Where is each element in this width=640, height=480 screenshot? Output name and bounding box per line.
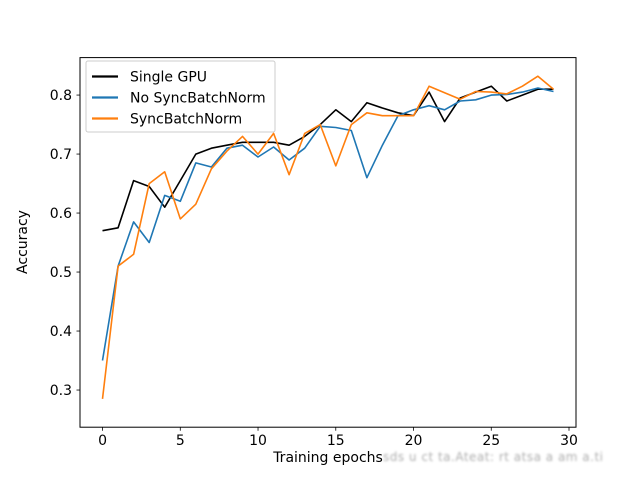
legend: Single GPU No SyncBatchNorm SyncBatchNorm bbox=[85, 60, 276, 133]
y-tick-label: 0.5 bbox=[50, 265, 72, 281]
x-tick-label: 25 bbox=[482, 433, 500, 449]
y-axis-ticks: 0.3 0.4 0.5 0.6 0.7 0.8 bbox=[50, 88, 80, 399]
x-tick-label: 5 bbox=[176, 433, 185, 449]
x-tick-label: 20 bbox=[405, 433, 423, 449]
x-tick-label: 0 bbox=[98, 433, 107, 449]
y-tick-label: 0.6 bbox=[50, 206, 72, 222]
series-line bbox=[101, 87, 554, 361]
x-axis-label: Training epochs bbox=[272, 450, 383, 466]
y-tick-label: 0.7 bbox=[50, 147, 72, 163]
legend-label: SyncBatchNorm bbox=[130, 112, 242, 128]
series-line bbox=[101, 75, 555, 399]
legend-label: No SyncBatchNorm bbox=[130, 91, 266, 107]
series-lines bbox=[101, 75, 555, 399]
y-tick-label: 0.8 bbox=[50, 88, 72, 104]
watermark-text: sds u ct ta.Ateat: rt atsa a am a.ti bbox=[383, 450, 604, 464]
x-axis-ticks: 0 5 10 15 20 25 30 bbox=[98, 427, 578, 449]
x-tick-label: 15 bbox=[327, 433, 345, 449]
x-tick-label: 30 bbox=[560, 433, 578, 449]
y-tick-label: 0.4 bbox=[50, 324, 72, 340]
y-axis-label: Accuracy bbox=[15, 210, 31, 274]
legend-label: Single GPU bbox=[130, 70, 207, 86]
legend-frame bbox=[85, 60, 276, 133]
x-tick-label: 10 bbox=[249, 433, 267, 449]
y-tick-label: 0.3 bbox=[50, 383, 72, 399]
